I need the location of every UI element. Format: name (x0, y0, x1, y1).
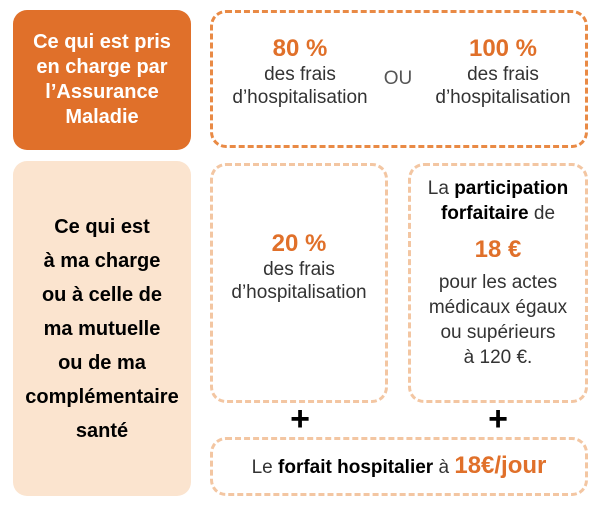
plus-icon: + (290, 400, 310, 438)
twenty-percent-desc-line2: d’hospitalisation (231, 282, 367, 303)
participation-amount: 18 € (474, 236, 522, 263)
option-80-percent: 80 % (272, 35, 328, 62)
ticket-moderateur-panel: 20 % des frais d’hospitalisation (210, 163, 388, 403)
ma-charge-line: complémentaire (25, 385, 179, 408)
participation-forfaitaire-panel: La participation forfaitaire de 18 € pou… (408, 163, 588, 403)
option-80-desc-line2: d’hospitalisation (232, 87, 368, 108)
participation-term-line1: participation (454, 178, 569, 199)
participation-desc-line: à 120 €. (463, 347, 533, 368)
forfait-connector: à (438, 457, 450, 478)
participation-suffix: de (533, 203, 556, 224)
ma-charge-line: ou à celle de (41, 283, 163, 306)
plus-icon: + (488, 400, 508, 438)
forfait-hospitalier-panel: Le forfait hospitalier à 18€/jour (210, 437, 588, 496)
option-80-group: 80 % des frais d’hospitalisation (230, 35, 370, 109)
option-100-percent: 100 % (468, 35, 538, 62)
ma-charge-label: Ce qui est à ma charge ou à celle de ma … (13, 161, 191, 496)
participation-desc-line: ou supérieurs (440, 322, 556, 343)
participation-desc-line: médicaux égaux (428, 297, 568, 318)
twenty-percent-value: 20 % (271, 230, 327, 257)
forfait-hospitalier-line: Le forfait hospitalier à 18€/jour (213, 452, 585, 482)
forfait-prefix: Le (251, 457, 273, 478)
ma-charge-line: santé (75, 419, 129, 442)
participation-forfaitaire-group: La participation forfaitaire de 18 € pou… (411, 176, 585, 370)
option-100-desc-line1: des frais (467, 64, 539, 85)
ma-charge-text: Ce qui est à ma charge ou à celle de ma … (25, 210, 178, 448)
ma-charge-line: ou de ma (58, 351, 146, 374)
participation-line1: La participation (411, 176, 585, 201)
ma-charge-line: ma mutuelle (43, 317, 161, 340)
option-80-desc-line1: des frais (264, 64, 336, 85)
assurance-maladie-label: Ce qui est pris en charge par l’Assuranc… (13, 10, 191, 150)
ma-charge-line: à ma charge (43, 249, 161, 272)
forfait-amount: 18€/jour (454, 452, 547, 479)
option-100-desc-line2: d’hospitalisation (435, 87, 571, 108)
or-separator: OU (383, 68, 413, 89)
coverage-options-panel: 80 % des frais d’hospitalisation OU 100 … (210, 10, 588, 148)
option-100-group: 100 % des frais d’hospitalisation (428, 35, 578, 109)
participation-line2: forfaitaire de (411, 201, 585, 226)
ma-charge-line: Ce qui est (54, 215, 150, 238)
twenty-percent-desc-line1: des frais (263, 259, 335, 280)
participation-term-line2: forfaitaire (440, 203, 529, 224)
participation-intro: La (427, 178, 449, 199)
participation-desc-line: pour les actes (438, 272, 558, 293)
forfait-term: forfait hospitalier (278, 457, 434, 478)
assurance-maladie-text: Ce qui est pris en charge par l’Assuranc… (33, 31, 171, 128)
twenty-percent-group: 20 % des frais d’hospitalisation (213, 230, 385, 304)
